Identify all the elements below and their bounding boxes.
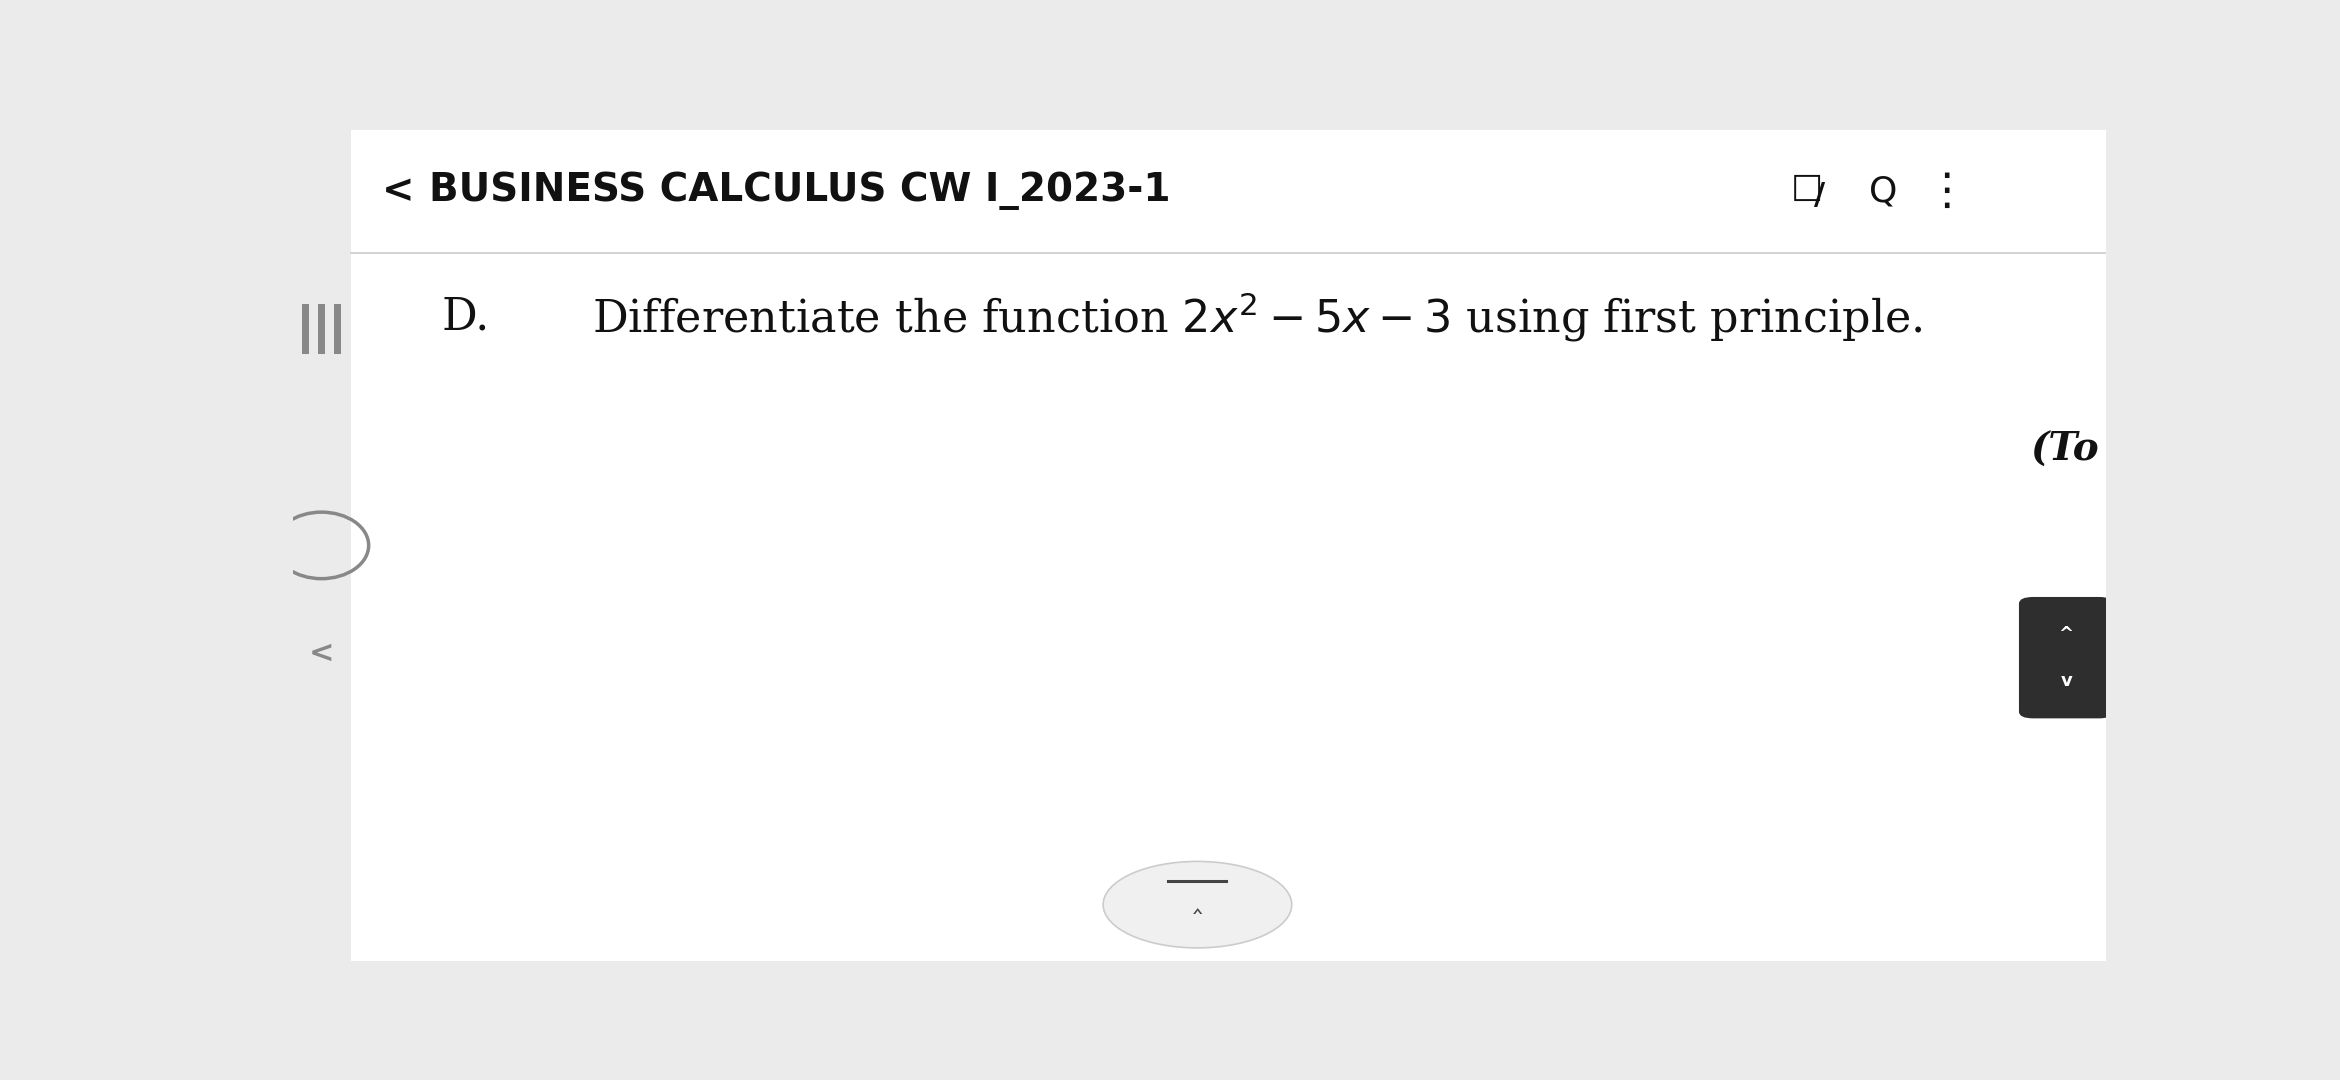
Text: (To: (To xyxy=(2031,431,2099,469)
Text: Q: Q xyxy=(1870,174,1898,208)
FancyBboxPatch shape xyxy=(292,130,351,961)
Text: ☐: ☐ xyxy=(1790,174,1823,208)
FancyBboxPatch shape xyxy=(351,130,2106,961)
Text: Differentiate the function $2x^2 - 5x - 3$ using first principle.: Differentiate the function $2x^2 - 5x - … xyxy=(592,289,1923,343)
Circle shape xyxy=(1102,862,1292,948)
Text: <: < xyxy=(309,639,335,669)
FancyBboxPatch shape xyxy=(318,305,325,354)
Text: ^: ^ xyxy=(2059,625,2073,643)
FancyBboxPatch shape xyxy=(2019,597,2113,718)
Text: ⋮: ⋮ xyxy=(1923,170,1968,213)
Text: BUSINESS CALCULUS CW I_2023-1: BUSINESS CALCULUS CW I_2023-1 xyxy=(428,172,1170,211)
Text: v: v xyxy=(2059,673,2071,690)
FancyBboxPatch shape xyxy=(335,305,342,354)
Text: <: < xyxy=(381,172,414,211)
Text: ‸: ‸ xyxy=(1193,887,1203,915)
Text: D.: D. xyxy=(442,295,489,338)
FancyBboxPatch shape xyxy=(302,305,309,354)
Text: /: / xyxy=(1814,180,1825,210)
